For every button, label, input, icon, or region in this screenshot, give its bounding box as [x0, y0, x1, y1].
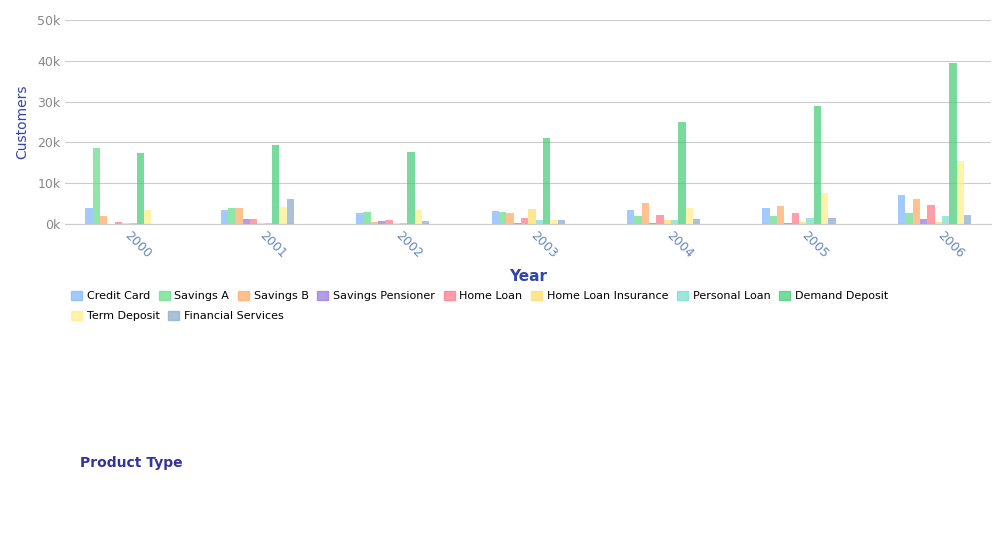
Bar — [821, 193, 829, 224]
Bar — [250, 219, 258, 224]
Bar — [919, 219, 928, 224]
Bar — [964, 215, 971, 224]
Bar — [543, 138, 550, 224]
Bar — [93, 148, 100, 224]
Bar — [678, 122, 686, 224]
Bar — [144, 210, 151, 224]
Bar — [492, 211, 499, 224]
Bar — [235, 208, 242, 224]
Bar — [785, 223, 792, 224]
Bar — [356, 213, 363, 224]
Bar — [535, 220, 543, 224]
Bar — [770, 215, 777, 224]
Bar — [807, 218, 814, 224]
Y-axis label: Customers: Customers — [15, 85, 29, 159]
Bar — [122, 222, 129, 224]
Bar — [137, 152, 144, 224]
Bar — [898, 195, 905, 224]
Bar — [385, 220, 392, 224]
Bar — [814, 106, 821, 224]
X-axis label: Year: Year — [509, 269, 547, 284]
Bar — [693, 219, 700, 224]
Bar — [928, 205, 935, 224]
Bar — [829, 218, 836, 224]
Bar — [272, 145, 280, 224]
Bar — [656, 215, 664, 224]
Bar — [686, 207, 693, 224]
Bar — [220, 210, 228, 224]
Bar — [799, 222, 807, 224]
Bar — [363, 212, 371, 224]
Bar — [521, 218, 528, 224]
Bar — [664, 220, 671, 224]
Bar — [287, 199, 294, 224]
Bar — [627, 210, 635, 224]
Bar — [777, 206, 785, 224]
Bar — [407, 152, 414, 224]
Bar — [528, 209, 535, 224]
Bar — [905, 213, 912, 224]
Bar — [671, 220, 678, 224]
Bar — [423, 221, 430, 224]
Bar — [912, 199, 919, 224]
Bar — [371, 222, 378, 224]
Bar — [499, 212, 506, 224]
Bar — [86, 207, 93, 224]
Bar — [228, 207, 235, 224]
Bar — [513, 223, 521, 224]
Bar — [950, 63, 957, 224]
Bar — [100, 215, 108, 224]
Bar — [957, 161, 964, 224]
Text: Product Type: Product Type — [80, 456, 183, 470]
Bar — [115, 222, 122, 224]
Bar — [550, 220, 557, 224]
Bar — [242, 219, 250, 224]
Bar — [942, 215, 950, 224]
Bar — [414, 210, 423, 224]
Bar — [642, 204, 649, 224]
Bar — [378, 221, 385, 224]
Bar — [280, 207, 287, 224]
Bar — [763, 207, 770, 224]
Bar — [557, 220, 565, 224]
Bar — [792, 213, 799, 224]
Bar — [935, 222, 942, 224]
Bar — [506, 213, 513, 224]
Bar — [649, 223, 656, 224]
Legend: Term Deposit, Financial Services: Term Deposit, Financial Services — [71, 311, 284, 321]
Bar — [635, 215, 642, 224]
